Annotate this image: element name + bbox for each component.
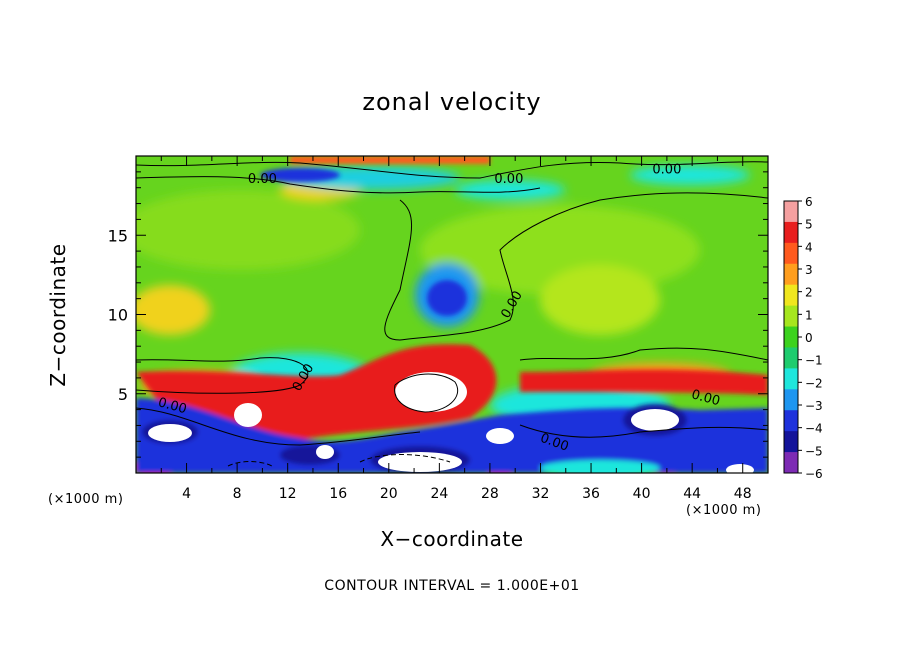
x-tick-label: 28 xyxy=(481,486,499,502)
field-region xyxy=(427,280,467,316)
contour-label: 0.00 xyxy=(690,387,722,409)
velocity-field xyxy=(136,156,768,473)
y-tick-label: 10 xyxy=(108,306,128,325)
saturated-region xyxy=(486,428,514,444)
colorbar-swatch xyxy=(784,221,798,244)
zero-contour xyxy=(394,373,458,413)
field-region xyxy=(455,180,565,200)
contour-label: 0.00 xyxy=(156,395,188,417)
colorbar-swatch xyxy=(784,242,798,265)
zero-contour xyxy=(136,161,768,179)
colorbar-swatch xyxy=(784,305,798,328)
colorbar-label: −2 xyxy=(805,376,823,390)
x-tick-label: 20 xyxy=(380,486,398,502)
colorbar-swatch xyxy=(784,368,798,390)
x-unit-label-right: (×1000 m) xyxy=(686,503,762,518)
x-axis: 4 8 12 16 20 24 28 32 36 40 44 48 xyxy=(160,156,752,502)
colorbar-label: 0 xyxy=(805,331,813,345)
colorbar-label: −3 xyxy=(805,399,823,413)
y-tick-label: 15 xyxy=(108,226,128,245)
y-axis: 5 10 15 xyxy=(108,171,768,458)
contour-interval-note: CONTOUR INTERVAL = 1.000E+01 xyxy=(324,578,580,594)
colorbar-swatch xyxy=(784,410,798,432)
colorbar-swatch xyxy=(784,431,798,453)
saturated-region xyxy=(148,424,192,442)
colorbar-label: 5 xyxy=(805,218,813,232)
x-tick-label: 44 xyxy=(683,486,701,502)
field-region xyxy=(260,168,340,182)
x-unit-label-left: (×1000 m) xyxy=(48,492,124,507)
colorbar-label: 1 xyxy=(805,308,813,322)
colorbar-swatch xyxy=(784,389,798,411)
colorbar-label: 4 xyxy=(805,240,813,254)
zero-contour xyxy=(136,176,541,194)
colorbar-label: 3 xyxy=(805,263,813,277)
x-tick-label: 4 xyxy=(182,486,191,502)
colorbar-label: −1 xyxy=(805,354,823,368)
saturated-region xyxy=(726,464,754,473)
colorbar: 6 5 4 3 2 1 0 −1 −2 −3 −4 −5 −6 xyxy=(783,195,823,481)
zero-contour xyxy=(136,357,309,394)
colorbar-label: 6 xyxy=(805,195,813,209)
field-region xyxy=(290,156,490,164)
colorbar-swatch xyxy=(784,326,798,348)
colorbar-swatch xyxy=(784,201,798,223)
colorbar-label: −4 xyxy=(805,422,823,436)
zero-contour xyxy=(384,192,768,341)
colorbar-label: 2 xyxy=(805,286,813,300)
contour-label: 0.00 xyxy=(248,172,277,187)
field-region xyxy=(540,265,660,335)
x-tick-label: 36 xyxy=(582,486,600,502)
saturated-region xyxy=(316,445,334,459)
colorbar-swatch xyxy=(784,284,798,307)
colorbar-label: −6 xyxy=(805,467,823,481)
field-region xyxy=(136,190,360,270)
negative-contour xyxy=(359,454,451,463)
field-region xyxy=(630,165,750,185)
y-tick-label: 5 xyxy=(118,385,128,404)
negative-contour xyxy=(227,461,273,467)
saturated-region xyxy=(631,409,679,431)
x-tick-label: 32 xyxy=(532,486,550,502)
x-tick-label: 16 xyxy=(329,486,347,502)
field-region xyxy=(136,285,210,335)
saturated-region xyxy=(234,403,262,427)
colorbar-swatch xyxy=(784,347,798,369)
saturated-region xyxy=(378,452,462,472)
x-tick-label: 40 xyxy=(633,486,651,502)
colorbar-label: −5 xyxy=(805,444,823,458)
x-tick-label: 12 xyxy=(279,486,297,502)
field-region xyxy=(520,369,768,395)
contour-label: 0.00 xyxy=(494,172,523,187)
zero-contour xyxy=(519,424,768,438)
zero-contour xyxy=(519,347,768,361)
zero-contour xyxy=(136,407,421,446)
x-tick-label: 8 xyxy=(233,486,242,502)
x-tick-label: 48 xyxy=(734,486,752,502)
x-axis-label: X−coordinate xyxy=(380,527,524,551)
chart-title: zonal velocity xyxy=(362,88,542,116)
x-tick-label: 24 xyxy=(430,486,448,502)
colorbar-swatch xyxy=(784,452,798,474)
contour-label: 0.00 xyxy=(652,162,681,177)
field-region xyxy=(540,460,660,473)
saturated-region xyxy=(395,372,467,412)
colorbar-swatch xyxy=(784,263,798,286)
